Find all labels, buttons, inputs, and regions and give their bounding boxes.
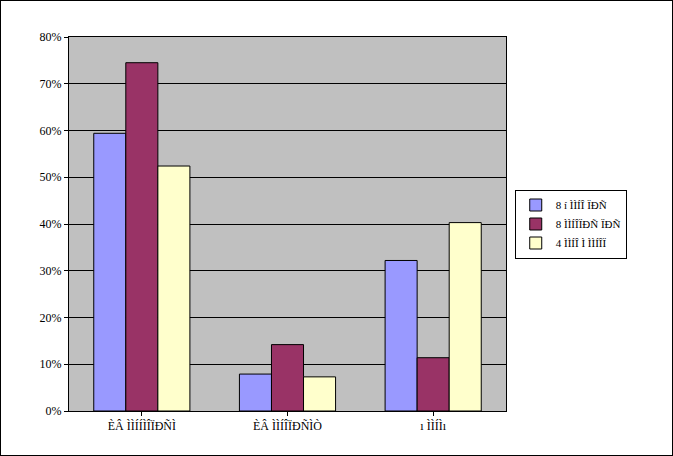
svg-text:ÈÂ ÌÌÍÎÏÐÑÌÒ: ÈÂ ÌÌÍÎÏÐÑÌÒ [253,419,322,433]
svg-text:20%: 20% [40,311,62,325]
svg-text:10%: 10% [40,357,62,371]
svg-text:70%: 70% [40,77,62,91]
svg-text:0%: 0% [46,404,62,418]
svg-text:30%: 30% [40,264,62,278]
svg-text:60%: 60% [40,124,62,138]
svg-text:ÈÂ ÌÌÍÍÌÎÏÐÑÌ: ÈÂ ÌÌÍÍÌÎÏÐÑÌ [108,419,176,433]
svg-text:8 í ÌÌÍÎ ÏÐÑ: 8 í ÌÌÍÎ ÏÐÑ [556,199,607,211]
svg-text:4 ÌÌÍÎ Ì ÌÌÍÎÏ: 4 ÌÌÍÎ Ì ÌÌÍÎÏ [556,237,607,249]
svg-text:40%: 40% [40,217,62,231]
svg-text:50%: 50% [40,170,62,184]
svg-text:8 ÌÌÍÎÏÐÑ ÏÐÑ: 8 ÌÌÍÎÏÐÑ ÏÐÑ [556,218,621,230]
svg-text:80%: 80% [40,30,62,44]
svg-text:ı ÌÌÍÌı: ı ÌÌÍÌı [420,419,446,433]
